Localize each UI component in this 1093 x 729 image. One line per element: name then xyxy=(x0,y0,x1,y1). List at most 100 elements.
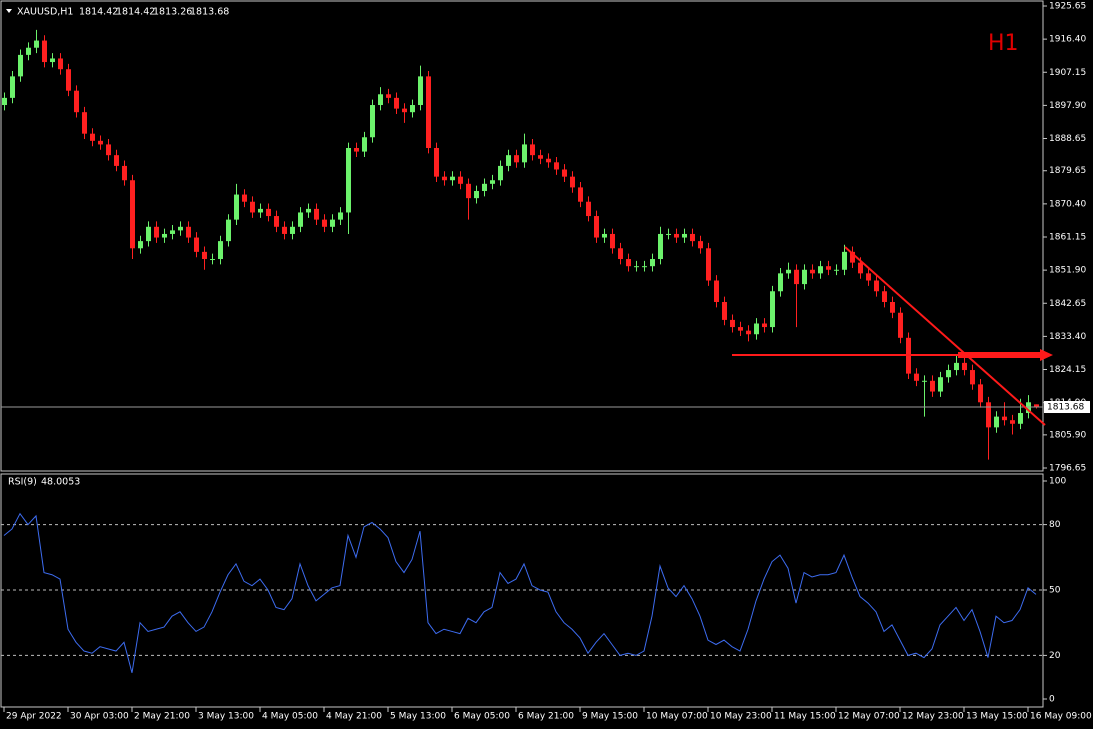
y-tick-label: 1925.65 xyxy=(1049,2,1086,12)
x-tick-label: 5 May 13:00 xyxy=(390,712,446,722)
candle-body xyxy=(1034,404,1039,408)
arrow-shaft xyxy=(958,352,1040,358)
arrow-head xyxy=(1040,349,1053,361)
candle-body xyxy=(122,165,127,181)
candle-body xyxy=(290,226,295,234)
candle-body xyxy=(490,180,495,184)
candle-body xyxy=(498,165,503,181)
candle-body xyxy=(514,155,519,163)
candle-body xyxy=(530,144,535,156)
y-tick-label: 1897.90 xyxy=(1049,101,1086,111)
candle-body xyxy=(650,259,655,267)
candle-body xyxy=(114,155,119,166)
candle-body xyxy=(314,208,319,220)
candle-body xyxy=(250,201,255,213)
y-tick-label: 1796.65 xyxy=(1049,464,1086,474)
candle-body xyxy=(450,176,455,181)
candle-body xyxy=(178,226,183,231)
candle-body xyxy=(18,54,23,77)
candle-body xyxy=(586,201,591,217)
candle-body xyxy=(602,233,607,238)
menu-triangle xyxy=(6,9,12,13)
candle-body xyxy=(402,108,407,113)
x-tick-label: 30 Apr 03:00 xyxy=(70,712,129,722)
candle-body xyxy=(218,241,223,260)
candle-body xyxy=(306,208,311,213)
y-tick-label: 1842.65 xyxy=(1049,299,1086,309)
candle-body xyxy=(850,251,855,263)
candle-body xyxy=(42,40,47,63)
current-price-box xyxy=(1044,401,1090,414)
rsi-current: 48.0053 xyxy=(41,477,80,488)
candle-body xyxy=(1002,416,1007,421)
x-tick-label: 6 May 21:00 xyxy=(518,712,574,722)
candle-body xyxy=(874,280,879,292)
candle-body xyxy=(554,162,559,170)
candle-body xyxy=(106,144,111,156)
candle-body xyxy=(802,269,807,285)
candle-body xyxy=(954,362,959,371)
candle-body xyxy=(642,266,647,268)
candle-body xyxy=(98,140,103,145)
candle-body xyxy=(538,155,543,159)
candle-body xyxy=(186,226,191,238)
candle-body xyxy=(618,248,623,260)
candle-body xyxy=(258,208,263,213)
candle-body xyxy=(658,233,663,260)
candle-body xyxy=(762,323,767,328)
candle-body xyxy=(74,90,79,113)
y-tick-label: 0 xyxy=(1049,695,1055,705)
candle-body xyxy=(706,248,711,281)
x-tick-label: 4 May 05:00 xyxy=(262,712,318,722)
candle-body xyxy=(930,380,935,392)
rsi-title: RSI(9) xyxy=(8,477,37,488)
candle-body xyxy=(594,216,599,238)
candle-body xyxy=(226,219,231,242)
candle-body xyxy=(146,226,151,242)
candle-body xyxy=(1018,413,1023,424)
candle-body xyxy=(914,373,919,381)
quote-high: 1814.42 xyxy=(116,7,155,18)
x-tick-label: 12 May 07:00 xyxy=(838,712,900,722)
candle-body xyxy=(338,212,343,220)
y-tick-label: 1879.65 xyxy=(1049,166,1086,176)
candle-body xyxy=(866,273,871,281)
candle-body xyxy=(410,105,415,113)
x-tick-label: 10 May 07:00 xyxy=(646,712,708,722)
rsi-line xyxy=(3,512,1037,673)
candle-body xyxy=(330,219,335,227)
candle-body xyxy=(170,230,175,234)
candle-body xyxy=(578,187,583,202)
candle-body xyxy=(522,144,527,163)
candle-body xyxy=(610,233,615,249)
candle-body xyxy=(58,58,63,70)
candle-body xyxy=(346,148,351,213)
candle-body xyxy=(722,302,727,320)
x-tick-label: 13 May 15:00 xyxy=(966,712,1028,722)
candle-body xyxy=(434,148,439,177)
candle-body xyxy=(690,233,695,242)
candle-body xyxy=(130,180,135,249)
candle-body xyxy=(634,266,639,268)
candle-body xyxy=(266,208,271,217)
candle-body xyxy=(842,251,847,270)
candle-body xyxy=(626,259,631,267)
candle-body xyxy=(794,269,799,285)
y-tick-label: 80 xyxy=(1049,520,1061,530)
y-tick-label: 1907.15 xyxy=(1049,68,1086,78)
y-tick-label: 1805.90 xyxy=(1049,430,1086,440)
y-tick-label: 1870.40 xyxy=(1049,199,1086,209)
candle-body xyxy=(2,97,7,106)
current-price-label: 1813.68 xyxy=(1047,403,1084,413)
candle-body xyxy=(322,219,327,227)
quote-close: 1813.68 xyxy=(190,7,229,18)
candle-body xyxy=(474,190,479,199)
x-tick-label: 12 May 23:00 xyxy=(902,712,964,722)
timeframe-label: H1 xyxy=(988,31,1019,56)
candle-body xyxy=(970,370,975,385)
x-tick-label: 3 May 13:00 xyxy=(198,712,254,722)
y-tick-label: 1833.40 xyxy=(1049,332,1086,342)
trend-line xyxy=(844,246,1046,426)
candle-body xyxy=(194,237,199,252)
